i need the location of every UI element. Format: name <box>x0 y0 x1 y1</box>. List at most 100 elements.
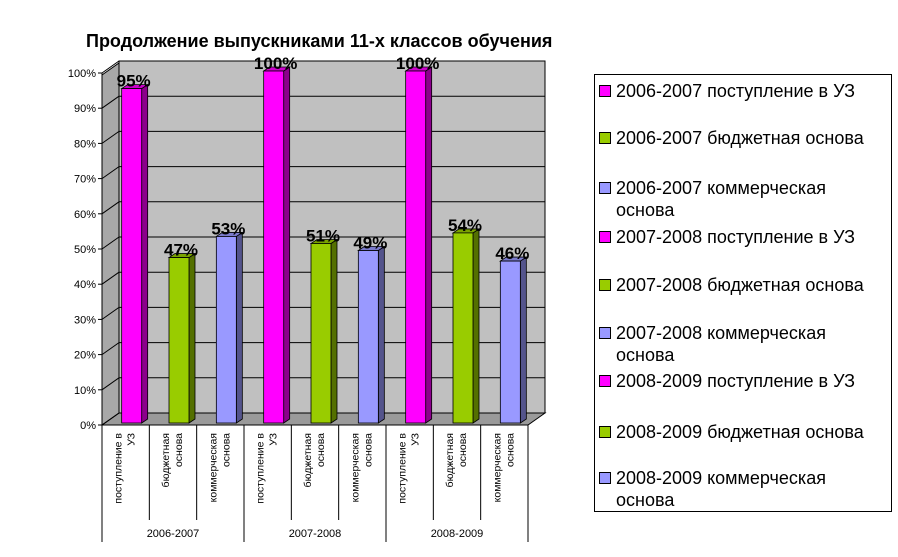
y-tick-label: 50% <box>74 244 96 256</box>
legend-swatch <box>599 472 611 484</box>
legend-item: 2006-2007 бюджетная основа <box>599 127 887 149</box>
x-category-line: УЗ <box>268 433 280 446</box>
legend-swatch <box>599 279 611 291</box>
x-category-line: коммерческая <box>349 433 361 502</box>
legend-swatch <box>599 85 611 97</box>
y-tick-label: 60% <box>74 209 96 221</box>
legend-swatch <box>599 231 611 243</box>
legend-item: 2006-2007 поступление в УЗ <box>599 80 887 102</box>
x-category-line: коммерческая <box>491 433 503 502</box>
legend: 2006-2007 поступление в УЗ 2006-2007 бюд… <box>594 74 892 512</box>
x-category-label: коммерческаяоснова <box>207 433 232 503</box>
x-category-line: основа <box>457 433 469 467</box>
legend-item: 2007-2008 коммерческая основа <box>599 322 887 366</box>
x-category-line: основа <box>173 433 185 467</box>
bar <box>168 257 190 424</box>
legend-label: 2007-2008 поступление в УЗ <box>616 227 856 247</box>
x-group-label: 2008-2009 <box>431 528 484 540</box>
x-category-label: поступление вУЗ <box>113 433 138 504</box>
plot-area: 0% 10% 20% 30% 40% 50% 60% 70% 80% 90% 100% 95% 47% 5… <box>68 54 547 542</box>
y-tick-label: 20% <box>74 350 96 362</box>
x-category-line: поступление в <box>397 433 409 504</box>
x-category-line: основа <box>315 433 327 467</box>
x-category-line: основа <box>220 433 232 467</box>
legend-swatch <box>599 182 611 194</box>
bar <box>452 232 474 424</box>
gridline-side <box>101 95 120 109</box>
gridline-side <box>101 342 120 356</box>
x-category-line: УЗ <box>126 433 138 446</box>
bar <box>215 236 237 424</box>
bar-side <box>519 256 527 424</box>
legend-item: 2008-2009 коммерческая основа <box>599 467 887 511</box>
legend-item: 2008-2009 поступление в УЗ <box>599 370 887 392</box>
chart-title: Продолжение выпускниками 11-х классов об… <box>86 31 552 51</box>
bar-side <box>377 245 385 424</box>
gridline-side <box>101 377 120 391</box>
legend-label: 2007-2008 коммерческая основа <box>616 323 826 365</box>
bar-side <box>472 228 480 424</box>
data-label: 53% <box>211 219 245 238</box>
x-category-line: коммерческая <box>207 433 219 502</box>
bar-side <box>283 66 291 424</box>
legend-swatch <box>599 375 611 387</box>
x-category-label: коммерческаяоснова <box>491 433 516 503</box>
gridline-side <box>101 271 120 285</box>
x-category-label: поступление вУЗ <box>255 433 280 504</box>
legend-label: 2007-2008 бюджетная основа <box>616 275 864 295</box>
legend-label: 2008-2009 поступление в УЗ <box>616 371 856 391</box>
x-category-line: основа <box>504 433 516 467</box>
x-category-line: бюджетная <box>160 433 172 487</box>
data-label: 95% <box>117 72 151 91</box>
chart-side-wall <box>101 62 120 426</box>
y-tick-label: 30% <box>74 314 96 326</box>
x-category-line: бюджетная <box>302 433 314 487</box>
y-tick-label: 10% <box>74 385 96 397</box>
gridline-side <box>101 412 120 426</box>
gridline-side <box>101 236 120 250</box>
x-category-label: бюджетнаяоснова <box>160 433 185 488</box>
bar <box>499 260 521 424</box>
legend-item: 2007-2008 бюджетная основа <box>599 274 887 296</box>
legend-swatch <box>599 426 611 438</box>
data-label: 51% <box>306 226 340 245</box>
x-category-line: основа <box>362 433 374 467</box>
data-label: 47% <box>164 241 198 260</box>
gridline-side <box>101 60 120 74</box>
bar-side <box>425 66 433 424</box>
y-tick-label: 80% <box>74 138 96 150</box>
x-category-label: бюджетнаяоснова <box>444 433 469 488</box>
x-group-label: 2007-2008 <box>289 528 342 540</box>
bar <box>405 70 427 424</box>
x-category-line: бюджетная <box>444 433 456 487</box>
gridline-side <box>101 306 120 320</box>
bar-side <box>188 252 196 424</box>
x-category-label: поступление вУЗ <box>397 433 422 504</box>
x-category-line: УЗ <box>410 433 422 446</box>
data-label: 100% <box>254 54 297 73</box>
bar <box>310 243 332 424</box>
gridline-side <box>101 130 120 144</box>
x-group-label: 2006-2007 <box>147 528 200 540</box>
legend-label: 2006-2007 коммерческая основа <box>616 178 826 220</box>
legend-label: 2008-2009 коммерческая основа <box>616 468 826 510</box>
legend-swatch <box>599 132 611 144</box>
x-category-label: бюджетнаяоснова <box>302 433 327 488</box>
y-tick-label: 90% <box>74 103 96 115</box>
y-tick-label: 40% <box>74 279 96 291</box>
bar <box>263 70 285 424</box>
legend-swatch <box>599 327 611 339</box>
y-tick-label: 0% <box>80 420 96 432</box>
bar-side <box>141 83 149 424</box>
legend-label: 2006-2007 поступление в УЗ <box>616 81 856 101</box>
data-label: 54% <box>448 216 482 235</box>
legend-label: 2006-2007 бюджетная основа <box>616 128 864 148</box>
legend-item: 2006-2007 коммерческая основа <box>599 177 887 221</box>
x-category-line: поступление в <box>113 433 125 504</box>
data-label: 49% <box>353 234 387 253</box>
data-label: 46% <box>495 244 529 263</box>
bar <box>357 250 379 424</box>
x-category-label: коммерческаяоснова <box>349 433 374 503</box>
data-label: 100% <box>396 54 439 73</box>
